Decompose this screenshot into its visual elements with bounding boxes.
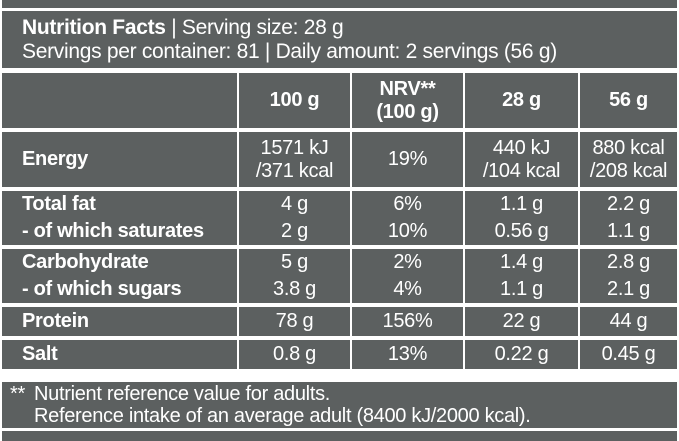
row-label-carbohydrate: Carbohydrate: [22, 251, 149, 273]
bottom-divider-bar: [2, 431, 677, 441]
energy-100g-value: 1571 kJ /371 kcal: [237, 132, 350, 187]
energy-28g-value: 440 kJ /104 kcal: [463, 132, 578, 187]
protein-100g-value: 78 g: [237, 307, 350, 336]
footnote-marker: **: [10, 383, 25, 405]
top-divider-bar: [2, 0, 677, 8]
header-line-2: Servings per container: 81 | Daily amoun…: [22, 40, 557, 63]
total-fat-100g-value: 4 g: [237, 191, 350, 218]
carbohydrate-100g-value: 5 g: [237, 249, 350, 276]
table-row: 100 g NRV** (100 g) 28 g 56 g: [2, 73, 677, 128]
serving-size-text: | Serving size: 28 g: [165, 16, 344, 39]
saturates-56g-value: 1.1 g: [578, 218, 677, 245]
table-row: - of which sugars 3.8 g 4% 1.1 g 2.1 g: [2, 276, 677, 303]
row-label-protein: Protein: [22, 310, 89, 332]
saturates-28g-value: 0.56 g: [463, 218, 578, 245]
sugars-nrv-value: 4%: [350, 276, 463, 303]
row-label-energy: Energy: [22, 148, 89, 170]
carbohydrate-56g-value: 2.8 g: [578, 249, 677, 276]
sugars-28g-value: 1.1 g: [463, 276, 578, 303]
protein-28g-value: 22 g: [463, 307, 578, 336]
salt-row-block: Salt 0.8 g 13% 0.22 g 0.45 g: [2, 340, 677, 369]
salt-nrv-value: 13%: [350, 340, 463, 369]
table-row: - of which saturates 2 g 10% 0.56 g 1.1 …: [2, 218, 677, 245]
protein-nrv-value: 156%: [350, 307, 463, 336]
sugars-56g-value: 2.1 g: [578, 276, 677, 303]
saturates-100g-value: 2 g: [237, 218, 350, 245]
sugars-100g-value: 3.8 g: [237, 276, 350, 303]
table-row: Salt 0.8 g 13% 0.22 g 0.45 g: [2, 340, 677, 369]
row-label-saturates: - of which saturates: [22, 220, 204, 242]
row-label-sugars: - of which sugars: [22, 278, 182, 300]
table-column-header-row: 100 g NRV** (100 g) 28 g 56 g: [2, 73, 677, 128]
table-row: Total fat 4 g 6% 1.1 g 2.2 g: [2, 191, 677, 218]
column-header-blank: [2, 73, 237, 128]
carbohydrate-28g-value: 1.4 g: [463, 249, 578, 276]
footnote-line-1: Nutrient reference value for adults.: [34, 383, 331, 405]
table-row: Protein 78 g 156% 22 g 44 g: [2, 307, 677, 336]
column-header-56g: 56 g: [578, 73, 677, 128]
protein-56g-value: 44 g: [578, 307, 677, 336]
salt-100g-value: 0.8 g: [237, 340, 350, 369]
protein-row-block: Protein 78 g 156% 22 g 44 g: [2, 307, 677, 336]
column-header-100g: 100 g: [237, 73, 350, 128]
fat-group-block: Total fat 4 g 6% 1.1 g 2.2 g - of which …: [2, 191, 677, 245]
carbohydrate-group-block: Carbohydrate 5 g 2% 1.4 g 2.8 g - of whi…: [2, 249, 677, 303]
footnote-line-2: Reference intake of an average adult (84…: [34, 405, 531, 427]
column-header-nrv: NRV** (100 g): [350, 73, 463, 128]
salt-28g-value: 0.22 g: [463, 340, 578, 369]
row-label-total-fat: Total fat: [22, 193, 96, 215]
total-fat-nrv-value: 6%: [350, 191, 463, 218]
label-title: Nutrition Facts: [22, 16, 166, 39]
footnote-block: ** Nutrient reference value for adults. …: [2, 382, 677, 428]
table-row: Carbohydrate 5 g 2% 1.4 g 2.8 g: [2, 249, 677, 276]
column-header-28g: 28 g: [463, 73, 578, 128]
header-line-1: Nutrition Facts | Serving size: 28 g: [22, 16, 667, 40]
label-header: Nutrition Facts | Serving size: 28 g Ser…: [2, 11, 677, 68]
total-fat-56g-value: 2.2 g: [578, 191, 677, 218]
row-label-salt: Salt: [22, 343, 58, 365]
salt-56g-value: 0.45 g: [578, 340, 677, 369]
energy-56g-value: 880 kcal /208 kcal: [578, 132, 677, 187]
carbohydrate-nrv-value: 2%: [350, 249, 463, 276]
table-row: Energy 1571 kJ /371 kcal 19% 440 kJ /104…: [2, 132, 677, 187]
total-fat-28g-value: 1.1 g: [463, 191, 578, 218]
energy-row-block: Energy 1571 kJ /371 kcal 19% 440 kJ /104…: [2, 132, 677, 187]
saturates-nrv-value: 10%: [350, 218, 463, 245]
energy-nrv-value: 19%: [350, 132, 463, 187]
